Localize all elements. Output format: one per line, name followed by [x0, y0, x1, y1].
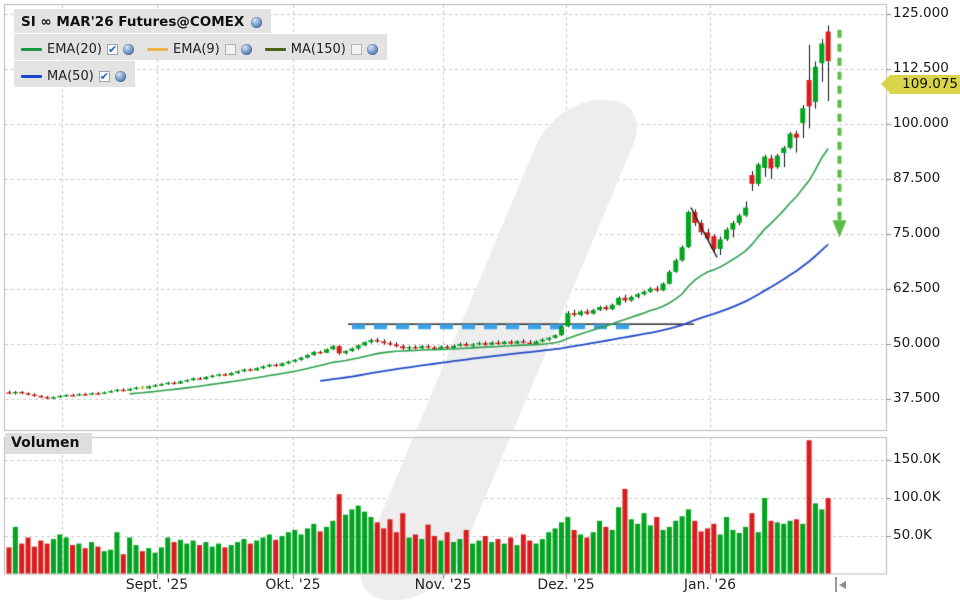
ema9-line-swatch	[147, 48, 169, 51]
month-tick-label: Jan. '26	[683, 577, 737, 593]
volume-panel-label: Volumen	[5, 433, 92, 454]
price-tick-label: 62.500	[893, 280, 941, 296]
chart-cursor-icon	[835, 577, 851, 593]
ma50-line-swatch	[21, 75, 42, 78]
ma50-label: MA(50)	[47, 69, 94, 84]
ema20-label: EMA(20)	[47, 42, 103, 57]
price-tick-label: 125.000	[893, 5, 949, 21]
last-price-tag: 109.075	[881, 74, 960, 94]
ma150-label: MA(150)	[290, 42, 346, 57]
volume-tick-label: 100.0K	[893, 489, 941, 505]
month-tick-label: Okt. '25	[265, 577, 321, 593]
ema9-checkbox[interactable]	[224, 44, 236, 55]
price-tick-label: 87.500	[893, 170, 941, 186]
price-tick-label: 100.000	[893, 115, 949, 131]
ema9-label: EMA(9)	[173, 42, 220, 57]
month-tick-label: Nov. '25	[414, 577, 472, 593]
legend-item-ma150: MA(150)	[264, 42, 378, 57]
ema9-globe-icon[interactable]	[240, 44, 252, 55]
price-tick-label: 37.500	[893, 390, 941, 406]
legend-item-ema20: EMA(20) ✔	[21, 42, 135, 57]
ma50-checkbox[interactable]: ✔	[98, 70, 110, 83]
instrument-title: SI ∞ MAR'26 Futures@COMEX	[21, 14, 245, 30]
legend-item-ema9: EMA(9)	[147, 42, 252, 57]
legend-indicator-row-2: MA(50) ✔	[14, 61, 135, 87]
ma150-checkbox[interactable]	[350, 44, 362, 55]
legend-indicator-row-1: EMA(20) ✔ EMA(9) MA(150)	[14, 34, 387, 60]
ema20-line-swatch	[21, 48, 42, 51]
volume-tick-label: 150.0K	[893, 451, 941, 467]
ma150-line-swatch	[264, 48, 286, 51]
ema20-checkbox[interactable]: ✔	[107, 43, 119, 56]
month-tick-label: Dez. '25	[537, 577, 595, 593]
ma50-globe-icon[interactable]	[114, 71, 126, 82]
month-tick-label: Sept. '25	[125, 577, 189, 593]
legend: SI ∞ MAR'26 Futures@COMEX EMA(20) ✔ EMA(9)…	[14, 9, 387, 88]
ma150-globe-icon[interactable]	[366, 44, 378, 55]
price-tick-label: 50.000	[893, 335, 941, 351]
volume-tick-label: 50.0K	[893, 527, 932, 543]
price-tick-label: 75.000	[893, 225, 941, 241]
instrument-globe-icon[interactable]	[251, 16, 263, 28]
legend-title-row: SI ∞ MAR'26 Futures@COMEX	[14, 9, 272, 33]
legend-item-ma50: MA(50) ✔	[21, 69, 126, 84]
price-tick-label: 112.500	[893, 60, 949, 76]
ema20-globe-icon[interactable]	[123, 44, 135, 55]
